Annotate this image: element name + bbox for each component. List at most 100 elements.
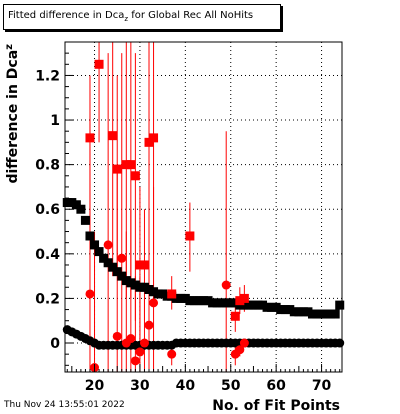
y-tick-label: 0.4 — [35, 247, 60, 263]
data-point-square — [71, 200, 81, 210]
data-point-square — [185, 296, 195, 306]
y-tick-label: 1.2 — [35, 68, 60, 84]
data-point-square — [199, 296, 208, 306]
data-point-square — [226, 298, 236, 308]
data-point-square — [321, 309, 331, 319]
data-point-square — [126, 278, 136, 288]
data-point-square — [130, 280, 140, 290]
x-axis-title: No. of Fit Points — [212, 398, 340, 414]
data-point-square — [171, 293, 181, 303]
data-point-circle — [130, 356, 140, 366]
data-point-square — [76, 204, 86, 214]
data-point-square — [258, 300, 268, 310]
x-tick-label: 40 — [176, 378, 196, 394]
chart-title-subscript: z — [124, 15, 129, 23]
data-point-square — [108, 131, 118, 141]
data-point-square — [244, 300, 254, 310]
data-point-square — [280, 305, 290, 315]
data-point-square — [67, 198, 77, 208]
data-point-square — [212, 298, 222, 308]
data-point-square — [139, 282, 149, 292]
data-point-square — [330, 309, 340, 319]
data-point-square — [239, 300, 249, 310]
chart-title-main: Fitted difference in Dca — [8, 10, 125, 21]
data-point-square — [112, 164, 122, 174]
grid-layer — [65, 42, 342, 372]
y-axis-title-subscript: z — [4, 44, 15, 50]
data-point-square — [85, 133, 95, 143]
data-point-square — [130, 171, 140, 181]
data-point-square — [230, 311, 240, 321]
data-point-square — [94, 59, 104, 69]
data-point-circle — [112, 331, 122, 341]
data-point-square — [90, 240, 100, 250]
data-point-square — [112, 267, 122, 277]
data-point-square — [94, 247, 104, 257]
data-point-square — [235, 296, 245, 306]
data-point-square — [217, 298, 227, 308]
data-point-circle — [103, 240, 113, 250]
data-point-square — [303, 307, 313, 317]
y-tick-label: 0 — [50, 336, 60, 352]
data-point-square — [121, 160, 131, 170]
data-point-square — [267, 302, 277, 312]
data-point-square — [298, 307, 308, 317]
data-point-square — [289, 307, 299, 317]
data-point-square — [307, 309, 317, 319]
x-tick-label: 60 — [266, 378, 286, 394]
data-point-circle — [85, 289, 95, 299]
data-point-square — [335, 300, 345, 310]
data-point-circle — [139, 338, 149, 348]
data-point-square — [144, 137, 154, 147]
data-point-square — [85, 231, 95, 241]
data-point-circle — [235, 345, 245, 355]
data-point-square — [99, 253, 109, 263]
y-axis-title-main: difference in Dca — [5, 50, 21, 184]
data-point-square — [158, 289, 168, 299]
data-point-square — [189, 296, 199, 306]
data-point-square — [103, 258, 113, 268]
data-point-square — [312, 309, 322, 319]
data-point-square — [135, 282, 145, 292]
data-point-square — [126, 160, 136, 170]
data-point-square — [180, 293, 190, 303]
data-point-circle — [149, 298, 159, 308]
data-point-square — [194, 296, 204, 306]
y-tick-label: 0.2 — [35, 291, 60, 307]
data-point-circle — [239, 338, 249, 348]
data-point-circle — [144, 320, 154, 330]
data-point-square — [176, 293, 186, 303]
x-tick-label: 70 — [312, 378, 332, 394]
y-tick-label: 1 — [50, 113, 60, 129]
data-point-square — [80, 215, 90, 225]
data-point-square — [262, 302, 272, 312]
data-point-circle — [167, 349, 177, 359]
data-point-square — [162, 291, 172, 301]
error-bar-layer — [89, 42, 245, 372]
data-point-circle — [335, 338, 345, 348]
data-point-square — [253, 300, 263, 310]
y-axis-title: difference in Dcaz — [4, 44, 21, 184]
data-point-square — [317, 309, 327, 319]
data-point-square — [108, 262, 118, 272]
data-point-square — [326, 309, 336, 319]
y-tick-label: 0.8 — [35, 158, 60, 174]
data-point-square — [221, 298, 231, 308]
data-point-square — [62, 198, 72, 208]
y-tick-label: 0.6 — [35, 202, 60, 218]
x-tick-label: 50 — [221, 378, 241, 394]
x-tick-label: 30 — [130, 378, 150, 394]
data-point-circle — [126, 334, 136, 344]
data-point-square — [239, 293, 249, 303]
data-point-square — [117, 271, 127, 281]
data-point-square — [135, 260, 145, 270]
data-point-square — [149, 133, 159, 143]
data-point-square — [149, 287, 159, 297]
data-point-square — [185, 231, 195, 241]
data-point-square — [294, 307, 304, 317]
data-point-square — [139, 260, 149, 270]
data-point-circle — [221, 280, 231, 290]
data-point-square — [144, 285, 154, 294]
chart-title: Fitted difference in Dcaz for Global Rec… — [8, 10, 253, 23]
